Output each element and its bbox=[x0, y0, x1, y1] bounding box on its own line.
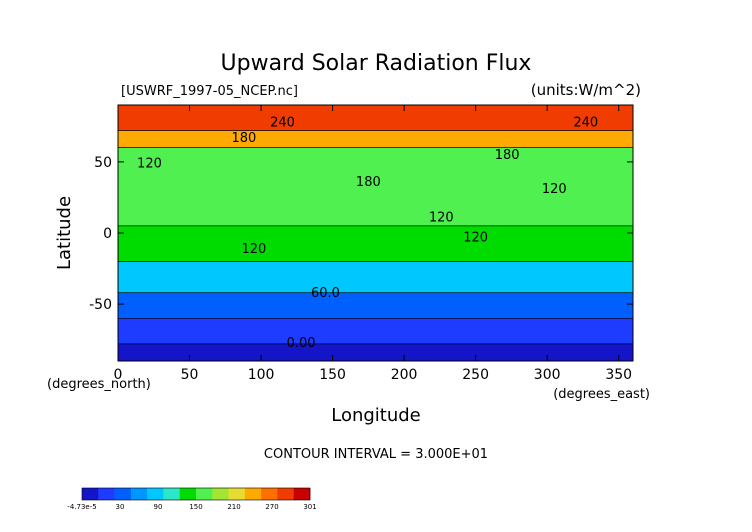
heatmap-band-0 bbox=[118, 105, 633, 131]
colorbar-swatch-10 bbox=[244, 488, 262, 500]
colorbar-label-3: 150 bbox=[189, 503, 202, 511]
y-axis-label: Latitude bbox=[54, 196, 75, 270]
contour-label-8: 120 bbox=[463, 231, 488, 246]
heatmap-band-7 bbox=[118, 343, 633, 361]
contour-label-9: 120 bbox=[241, 242, 266, 257]
x-axis-ticks: 0 50 100 150 200 250 300 350 bbox=[114, 105, 632, 383]
colorbar-swatch-13 bbox=[293, 488, 311, 500]
y-tick-label-50: 50 bbox=[94, 155, 112, 171]
colorbar-label-4: 210 bbox=[227, 503, 240, 511]
heatmap-band-5 bbox=[118, 292, 633, 319]
colorbar-swatch-7 bbox=[196, 488, 213, 500]
colorbar-swatch-2 bbox=[114, 488, 132, 500]
colorbar-frame bbox=[81, 487, 311, 501]
x-tick-label-150: 150 bbox=[319, 367, 346, 383]
colorbar-swatch-6 bbox=[179, 488, 197, 500]
colorbar-label-1: 30 bbox=[116, 503, 125, 511]
y-tick-label-0: 0 bbox=[103, 226, 112, 242]
x-unit-label: (degrees_east) bbox=[553, 387, 650, 402]
colorbar-swatch-0 bbox=[82, 488, 99, 500]
colorbar-swatch-1 bbox=[98, 488, 115, 500]
source-label: [USWRF_1997-05_NCEP.nc] bbox=[121, 84, 298, 99]
x-tick-label-200: 200 bbox=[391, 367, 418, 383]
colorbar-swatch-4 bbox=[147, 488, 164, 500]
colorbar-swatch-8 bbox=[212, 488, 229, 500]
colorbar-swatch-12 bbox=[277, 488, 295, 500]
colorbar-swatch-11 bbox=[261, 488, 278, 500]
x-tick-label-350: 350 bbox=[605, 367, 632, 383]
contour-label-4: 180 bbox=[356, 175, 381, 190]
contour-label-3: 180 bbox=[495, 148, 520, 163]
colorbar-label-6: 301 bbox=[303, 503, 316, 511]
x-tick-label-250: 250 bbox=[462, 367, 489, 383]
y-tick-label--50: -50 bbox=[89, 297, 112, 313]
contour-label-1: 240 bbox=[573, 115, 598, 130]
contour-labels: 240 240 180 180 180 120 120 120 120 120 60.0 0.00 bbox=[137, 115, 598, 350]
contour-label-7: 120 bbox=[429, 211, 454, 226]
contour-label-5: 120 bbox=[137, 157, 162, 172]
colorbar-label-5: 270 bbox=[265, 503, 278, 511]
contour-label-6: 120 bbox=[542, 182, 567, 197]
x-tick-label-50: 50 bbox=[181, 367, 199, 383]
y-unit-label: (degrees_north) bbox=[47, 377, 151, 392]
heatmap-band-4 bbox=[118, 261, 633, 294]
x-axis-label: Longitude bbox=[331, 405, 421, 426]
x-tick-label-300: 300 bbox=[534, 367, 561, 383]
heatmap-bands bbox=[118, 105, 633, 361]
chart-title: Upward Solar Radiation Flux bbox=[221, 51, 532, 76]
x-tick-label-100: 100 bbox=[248, 367, 275, 383]
x-tick-label-0: 0 bbox=[114, 367, 123, 383]
y-axis-ticks: -50 0 50 bbox=[89, 155, 633, 313]
heatmap-band-6 bbox=[118, 318, 633, 345]
heatmap-band-2 bbox=[118, 147, 633, 227]
colorbar-swatch-5 bbox=[163, 488, 181, 500]
colorbar-label-2: 90 bbox=[154, 503, 163, 511]
colorbar-labels: -4.73e-5 30 90 150 210 270 301 bbox=[67, 503, 316, 511]
colorbar bbox=[81, 487, 311, 501]
contour-label-0: 240 bbox=[270, 115, 295, 130]
colorbar-label-0: -4.73e-5 bbox=[67, 503, 96, 511]
contour-interval: CONTOUR INTERVAL = 3.000E+01 bbox=[264, 447, 488, 462]
colorbar-swatch-9 bbox=[228, 488, 246, 500]
heatmap-band-1 bbox=[118, 130, 633, 148]
contour-label-2: 180 bbox=[231, 131, 256, 146]
colorbar-swatch-3 bbox=[130, 488, 148, 500]
contour-label-10: 60.0 bbox=[311, 286, 340, 301]
units-label: (units:W/m^2) bbox=[531, 81, 641, 99]
contour-label-11: 0.00 bbox=[287, 336, 316, 351]
heatmap-band-3 bbox=[118, 225, 633, 262]
